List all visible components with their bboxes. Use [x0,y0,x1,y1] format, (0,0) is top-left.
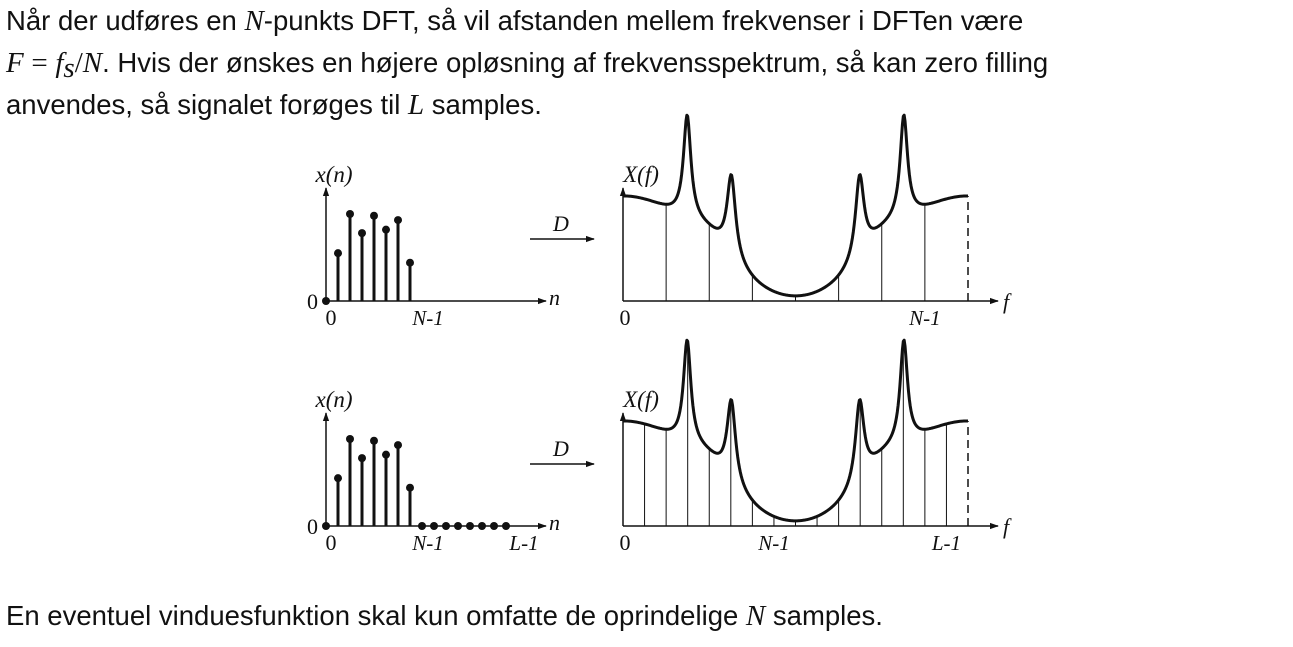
sample-dot [502,522,510,530]
intro-text: samples. [424,89,542,120]
time-tick-label: L-1 [508,531,538,555]
freq-origin-label: 0 [620,530,631,555]
time-tick-label: N-1 [411,531,444,555]
math-symbol-f: f [55,47,64,79]
spectrum-label: X(f) [622,162,659,187]
math-symbol-N: N [244,5,264,37]
intro-line-3: anvendes, så signalet forøges til L samp… [6,84,1048,126]
sample-dot [346,435,354,443]
time-origin-label: 0 [326,305,337,330]
sample-dot [478,522,486,530]
time-axis-variable: n [549,285,560,310]
intro-text: -punkts DFT, så vil afstanden mellem fre… [263,5,1024,36]
spectrum-label: X(f) [622,387,659,412]
time-origin-label: 0 [326,530,337,555]
math-subscript-s: s [63,52,75,84]
outro-paragraph: En eventuel vinduesfunktion skal kun omf… [6,595,883,637]
spectrum-curve [622,338,969,523]
freq-tick-label: N-1 [757,531,790,555]
figure-row-zero-filled: x(n)n00 N-1 L-1DX(f)f0 N-1 L-1 [307,338,1012,555]
math-symbol-N: N [745,600,766,632]
sample-dot [334,249,342,258]
sample-dot [382,450,390,459]
figure-row-original: x(n)n00 N-1DX(f)f0 N-1 [307,113,1012,330]
time-signal-label: x(n) [314,387,352,412]
time-axis-variable: n [549,510,560,535]
math-slash: / [74,47,83,79]
sample-dot [394,216,402,225]
intro-line-1: Når der udføres en N-punkts DFT, så vil … [6,0,1048,42]
dft-operator-symbol: D [552,436,569,461]
sample-dot [406,258,414,267]
sample-dot [382,225,390,234]
sample-dot [442,522,450,530]
math-symbol-F: F [6,47,24,79]
sample-dot [322,522,330,530]
spectrum-curve [622,113,969,298]
time-tick-label: N-1 [411,306,444,330]
sample-dot [334,474,342,483]
freq-origin-label: 0 [620,305,631,330]
intro-text: . Hvis der ønskes en højere opløsning af… [102,47,1049,78]
intro-line-2: F = fs/N. Hvis der ønskes en højere oplø… [6,42,1048,84]
freq-tick-label: N-1 [908,306,941,330]
sample-dot [466,522,474,530]
math-symbol-L: L [408,89,425,121]
dft-operator-symbol: D [552,211,569,236]
intro-text: Når der udføres en [6,5,245,36]
sample-dot [418,522,426,530]
math-equals: = [31,47,48,79]
sample-dot [346,210,354,218]
sample-dot [406,483,414,492]
sample-dot [454,522,462,530]
freq-axis-variable: f [1003,514,1012,539]
sample-dot [394,441,402,450]
sample-dot [358,454,366,463]
intro-text: anvendes, så signalet forøges til [6,89,409,120]
outro-text: samples. [765,600,883,631]
freq-tick-label: L-1 [931,531,961,555]
time-zero-level-label: 0 [307,514,318,539]
sample-dot [430,522,438,530]
math-symbol-N: N [82,47,103,79]
sample-dot [370,436,378,445]
sample-dot [370,211,378,220]
intro-paragraph: Når der udføres en N-punkts DFT, så vil … [6,0,1048,126]
outro-text: En eventuel vinduesfunktion skal kun omf… [6,600,746,631]
sample-dot [490,522,498,530]
time-zero-level-label: 0 [307,289,318,314]
freq-axis-variable: f [1003,289,1012,314]
time-signal-label: x(n) [314,162,352,187]
sample-dot [322,297,330,305]
sample-dot [358,229,366,238]
